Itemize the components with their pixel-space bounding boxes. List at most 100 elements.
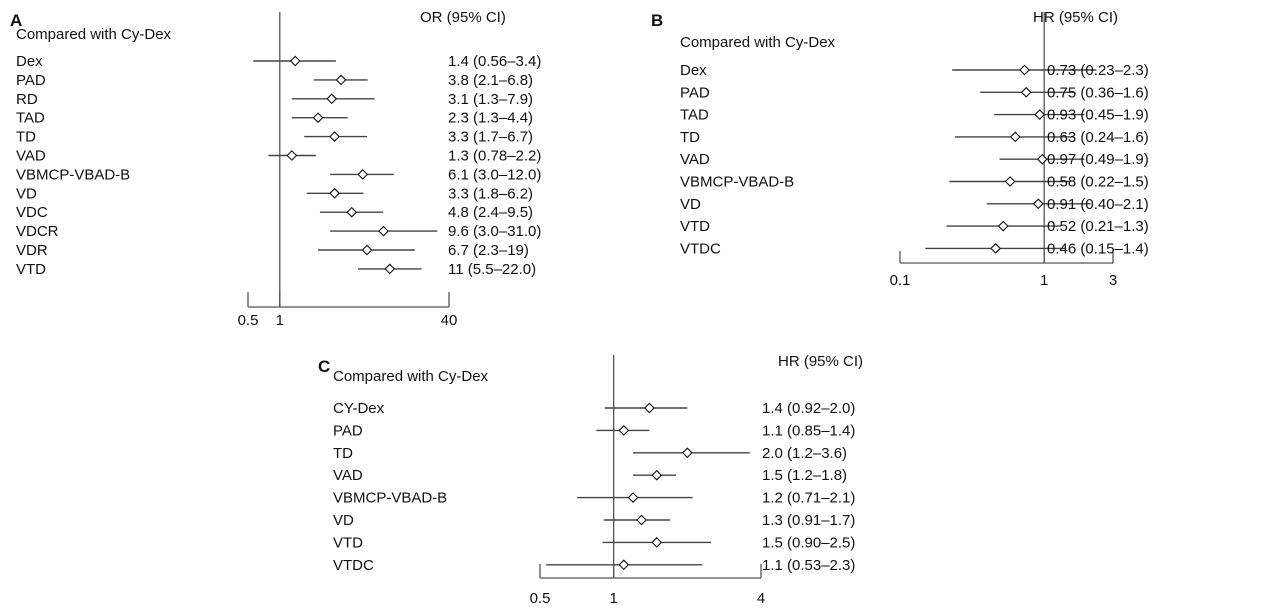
forest-row: Dex 0.73 (0.23–2.3) (680, 62, 1149, 79)
row-label: VAD (16, 148, 46, 165)
row-label: VTD (333, 534, 363, 551)
row-header: Compared with Cy-Dex (333, 368, 489, 385)
row-label: PAD (680, 84, 710, 101)
row-label: VBMCP-VBAD-B (333, 490, 447, 507)
estimate-marker (618, 425, 630, 436)
estimate-marker (329, 187, 340, 199)
estimate-marker (681, 447, 693, 459)
estimate-label: 0.52 (0.21–1.3) (1047, 218, 1149, 235)
row-label: VTD (16, 261, 46, 278)
estimate-label: 0.97 (0.49–1.9) (1047, 151, 1149, 168)
forest-row: VDCR 9.6 (3.0–31.0) (16, 223, 541, 240)
estimate-label: 0.63 (0.24–1.6) (1047, 129, 1149, 146)
forest-row: TD 0.63 (0.24–1.6) (680, 129, 1149, 146)
row-label: VD (16, 185, 37, 202)
estimate-label: 1.2 (0.71–2.1) (762, 490, 855, 507)
estimate-label: 3.1 (1.3–7.9) (448, 91, 533, 108)
estimate-label: 3.8 (2.1–6.8) (448, 72, 533, 89)
estimate-label: 11 (5.5–22.0) (448, 261, 536, 278)
forest-row: TAD 2.3 (1.3–4.4) (16, 110, 533, 127)
estimate-marker (1009, 131, 1021, 143)
forest-row: VDC 4.8 (2.4–9.5) (16, 204, 533, 221)
estimate-label: 6.7 (2.3–19) (448, 242, 529, 259)
forest-row: TAD 0.93 (0.45–1.9) (680, 107, 1149, 124)
estimate-label: 1.3 (0.78–2.2) (448, 148, 541, 165)
panel-letter: C (318, 357, 330, 376)
forest-row: VTDC 0.46 (0.15–1.4) (680, 240, 1149, 257)
row-label: VTDC (680, 240, 721, 257)
x-tick-label: 1 (1040, 272, 1048, 289)
forest-row: VDR 6.7 (2.3–19) (16, 242, 529, 259)
row-label: TD (333, 445, 353, 462)
forest-row: VTDC 1.1 (0.53–2.3) (333, 557, 855, 574)
row-label: VD (333, 512, 354, 529)
row-label: VDC (16, 204, 48, 221)
x-tick-label: 1 (276, 312, 284, 329)
estimate-marker (326, 93, 338, 105)
row-label: VD (680, 196, 701, 213)
estimate-label: 1.4 (0.56–3.4) (448, 53, 541, 70)
estimate-marker (384, 263, 396, 275)
x-tick-label: 0.5 (238, 312, 259, 329)
forest-panel-b: B Compared with Cy-Dex HR (95% CI) 0.1 1 3 Dex… (651, 9, 1149, 289)
estimate-label: 0.73 (0.23–2.3) (1047, 62, 1149, 79)
forest-row: PAD 0.75 (0.36–1.6) (680, 84, 1149, 101)
estimate-label: 1.1 (0.53–2.3) (762, 557, 855, 574)
forest-row: VBMCP-VBAD-B 6.1 (3.0–12.0) (16, 166, 541, 183)
row-label: VDR (16, 242, 48, 259)
row-label: TD (680, 129, 700, 146)
estimate-marker (1032, 198, 1044, 210)
forest-row: VD 1.3 (0.91–1.7) (333, 512, 855, 529)
estimate-label: 4.8 (2.4–9.5) (448, 204, 533, 221)
forest-row: TD 2.0 (1.2–3.6) (333, 445, 847, 462)
estimate-header: HR (95% CI) (778, 353, 863, 370)
row-label: VAD (333, 467, 363, 484)
estimate-label: 1.4 (0.92–2.0) (762, 400, 855, 417)
row-label: RD (16, 91, 38, 108)
estimate-marker (627, 492, 639, 503)
forest-row: VBMCP-VBAD-B 0.58 (0.22–1.5) (680, 174, 1149, 191)
estimate-label: 1.5 (0.90–2.5) (762, 534, 855, 551)
estimate-marker (1019, 64, 1030, 76)
forest-row: CY-Dex 1.4 (0.92–2.0) (333, 400, 855, 417)
row-label: CY-Dex (333, 400, 385, 417)
estimate-marker (1034, 109, 1046, 120)
estimate-label: 2.0 (1.2–3.6) (762, 445, 847, 462)
x-tick-label: 40 (441, 312, 458, 329)
estimate-label: 0.58 (0.22–1.5) (1047, 174, 1149, 191)
forest-row: PAD 1.1 (0.85–1.4) (333, 422, 855, 439)
forest-row: VTD 11 (5.5–22.0) (16, 261, 536, 278)
estimate-label: 0.46 (0.15–1.4) (1047, 240, 1149, 257)
row-label: VBMCP-VBAD-B (680, 174, 794, 191)
row-header: Compared with Cy-Dex (16, 26, 172, 43)
estimate-marker (651, 469, 663, 481)
forest-row: PAD 3.8 (2.1–6.8) (16, 72, 533, 89)
row-label: VTDC (333, 557, 374, 574)
row-label: Dex (680, 62, 707, 79)
estimate-marker (1004, 176, 1016, 187)
estimate-label: 2.3 (1.3–4.4) (448, 110, 533, 127)
forest-row: VAD 1.5 (1.2–1.8) (333, 467, 847, 484)
x-tick-label: 0.1 (890, 272, 911, 289)
estimate-label: 1.1 (0.85–1.4) (762, 422, 855, 439)
row-label: TAD (680, 107, 709, 124)
estimate-header: HR (95% CI) (1033, 9, 1118, 26)
row-label: PAD (16, 72, 46, 89)
estimate-label: 0.75 (0.36–1.6) (1047, 84, 1149, 101)
estimate-label: 1.3 (0.91–1.7) (762, 512, 855, 529)
estimate-header: OR (95% CI) (420, 9, 506, 26)
estimate-marker (289, 55, 301, 67)
row-label: VAD (680, 151, 710, 168)
row-label: VBMCP-VBAD-B (16, 166, 130, 183)
forest-row: VAD 1.3 (0.78–2.2) (16, 148, 541, 165)
estimate-marker (644, 402, 655, 414)
estimate-label: 3.3 (1.8–6.2) (448, 185, 533, 202)
forest-row: TD 3.3 (1.7–6.7) (16, 129, 533, 146)
estimate-marker (1020, 86, 1032, 98)
forest-row: VAD 0.97 (0.49–1.9) (680, 151, 1149, 168)
estimate-label: 1.5 (1.2–1.8) (762, 467, 847, 484)
forest-row: VTD 0.52 (0.21–1.3) (680, 218, 1149, 235)
